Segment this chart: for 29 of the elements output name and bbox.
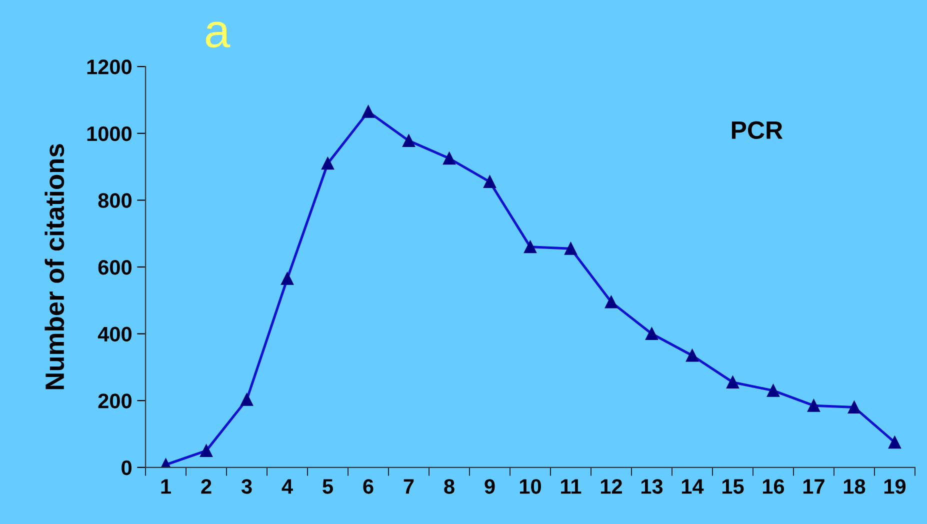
x-tick-label: 5 xyxy=(322,479,333,494)
chart-title: a xyxy=(206,22,230,48)
y-tick-label: 600 xyxy=(98,260,132,275)
x-tick-label: 10 xyxy=(520,479,541,494)
y-tick-label: 800 xyxy=(98,193,132,208)
x-tick-label: 7 xyxy=(404,479,414,494)
x-tick-label: 12 xyxy=(600,479,622,494)
y-tick-label: 1200 xyxy=(87,60,132,74)
x-tick-label: 14 xyxy=(682,479,704,494)
x-tick-label: 2 xyxy=(201,479,212,494)
x-tick-label: 4 xyxy=(282,479,293,494)
x-tick-label: 8 xyxy=(444,479,454,494)
y-tick-label: 0 xyxy=(122,460,132,476)
x-tick-label: 6 xyxy=(363,479,374,494)
x-tick-label: 3 xyxy=(241,479,252,494)
x-tick-label: 17 xyxy=(803,479,824,494)
y-tick-label: 1000 xyxy=(87,126,132,142)
x-tick-label: 1 xyxy=(161,479,171,494)
y-axis-title: Number of citations xyxy=(44,144,64,390)
x-tick-label: 11 xyxy=(561,479,582,494)
x-tick-label: 15 xyxy=(722,479,744,494)
y-tick-label: 400 xyxy=(98,326,132,342)
x-tick-label: 18 xyxy=(844,479,866,494)
annotation: PCR xyxy=(732,121,783,139)
x-tick-label: 16 xyxy=(762,479,784,494)
y-tick-label: 200 xyxy=(98,394,132,408)
x-tick-label: 13 xyxy=(641,479,663,494)
x-tick-label: 9 xyxy=(484,479,495,494)
x-tick-label: 19 xyxy=(884,479,906,494)
